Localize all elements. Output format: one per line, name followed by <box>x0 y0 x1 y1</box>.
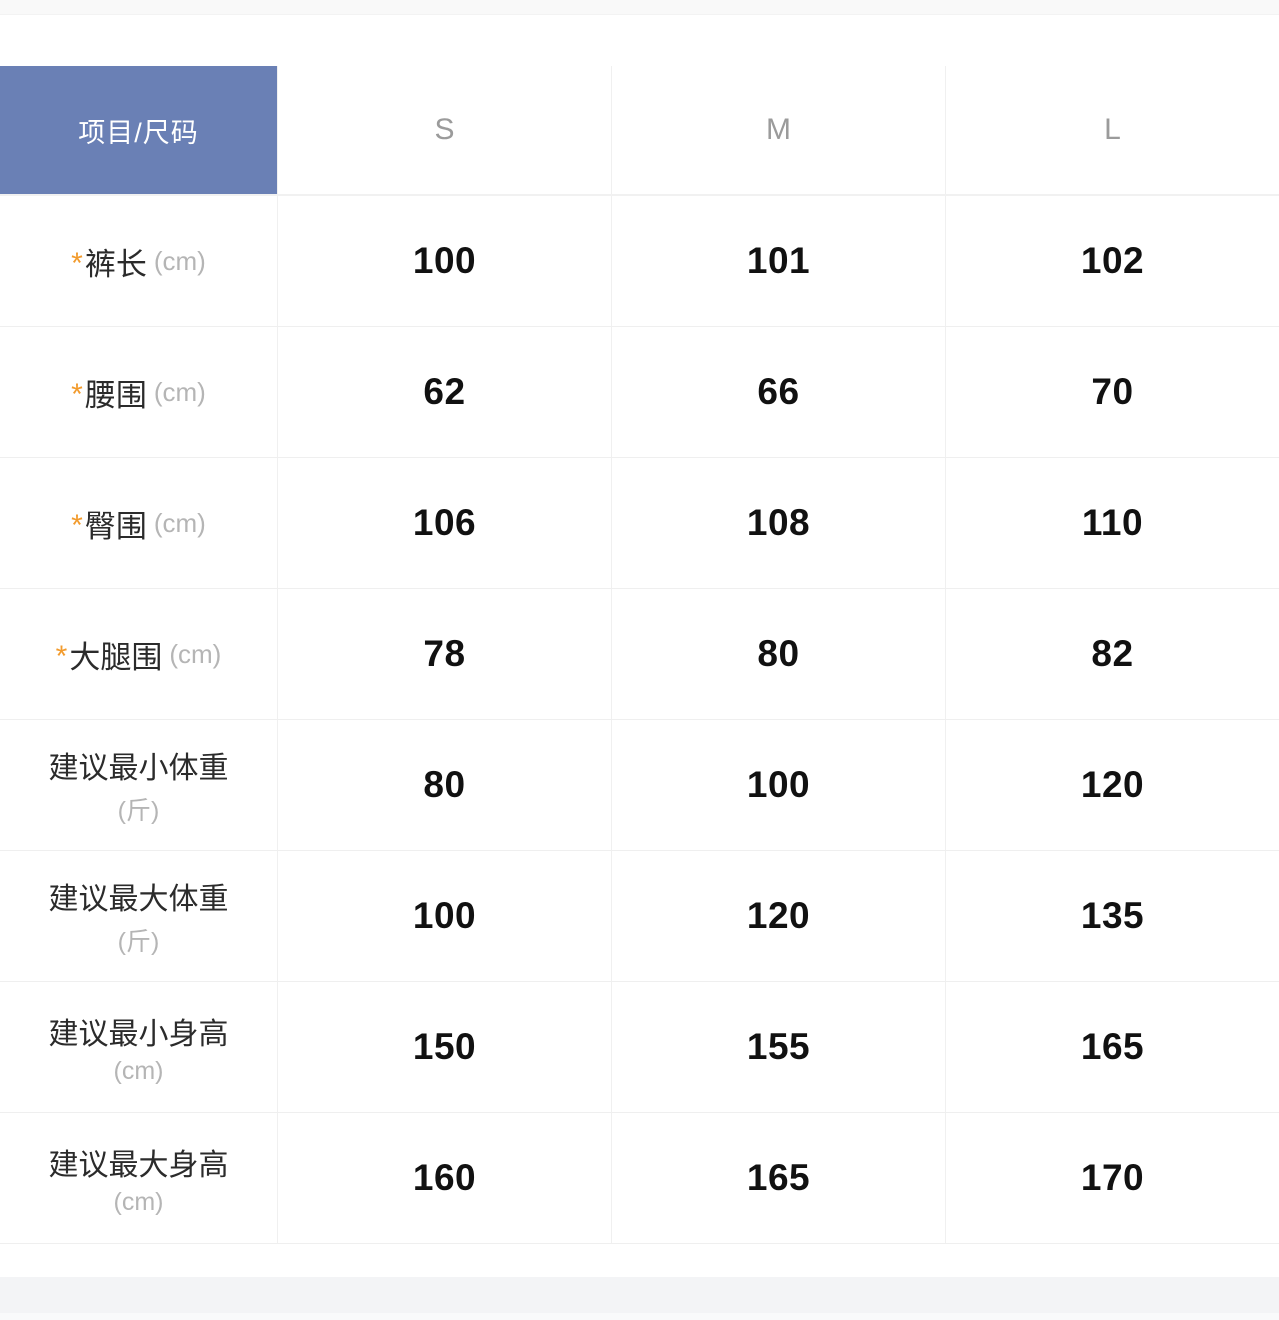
bottom-strip-fade <box>0 1313 1279 1320</box>
table-row: * 臀围 (cm) 106 108 110 <box>0 458 1279 589</box>
row-label-text: 裤长 <box>84 246 147 282</box>
row-label-text: 腰围 <box>84 377 147 413</box>
row-label-line: * 臀围 (cm) <box>71 501 206 546</box>
row-unit: (cm) <box>113 1056 164 1085</box>
row-label-line: * 腰围 (cm) <box>71 370 206 415</box>
row-label-text: 建议最小体重 <box>48 752 229 785</box>
row-label-line: * 大腿围 (cm) <box>56 632 222 677</box>
value-cell-m: 80 <box>611 589 945 719</box>
value-cell-m: 120 <box>611 851 945 981</box>
value-cell-l: 110 <box>945 458 1279 588</box>
value-cell-m: 108 <box>611 458 945 588</box>
value-cell-l: 82 <box>945 589 1279 719</box>
value-cell-m: 66 <box>611 327 945 457</box>
value-cell-l: 170 <box>945 1113 1279 1243</box>
value-cell-s: 62 <box>277 327 611 457</box>
row-label-text: 建议最大体重 <box>48 883 229 916</box>
table-row: * 腰围 (cm) 62 66 70 <box>0 327 1279 458</box>
value-cell-s: 160 <box>277 1113 611 1243</box>
row-label-text: 大腿围 <box>69 639 163 675</box>
value-cell-l: 102 <box>945 196 1279 326</box>
size-table: 项目/尺码 S M L * 裤长 (cm) 100 101 102 * 腰围 (… <box>0 66 1279 1244</box>
row-label-text: 臀围 <box>84 508 147 544</box>
row-unit: (cm) <box>153 245 206 276</box>
table-header-row: 项目/尺码 S M L <box>0 66 1279 196</box>
row-unit: (cm) <box>113 1187 164 1216</box>
value-cell-m: 101 <box>611 196 945 326</box>
bottom-strip <box>0 1277 1279 1313</box>
value-cell-s: 80 <box>277 720 611 850</box>
table-row: 建议最小身高 (cm) 150 155 165 <box>0 982 1279 1113</box>
row-unit: (cm) <box>153 376 206 407</box>
table-row: 建议最大身高 (cm) 160 165 170 <box>0 1113 1279 1244</box>
table-row: 建议最小体重 (斤) 80 100 120 <box>0 720 1279 851</box>
column-header-l: L <box>945 66 1279 194</box>
row-label-cell: * 裤长 (cm) <box>0 196 277 326</box>
row-unit: (斤) <box>117 928 160 956</box>
required-asterisk: * <box>55 640 68 673</box>
row-label-cell: * 大腿围 (cm) <box>0 589 277 719</box>
table-row: * 大腿围 (cm) 78 80 82 <box>0 589 1279 720</box>
row-label-cell: 建议最大身高 (cm) <box>0 1113 277 1243</box>
table-row: * 裤长 (cm) 100 101 102 <box>0 196 1279 327</box>
value-cell-l: 135 <box>945 851 1279 981</box>
value-cell-l: 70 <box>945 327 1279 457</box>
row-unit: (斤) <box>117 797 160 825</box>
required-asterisk: * <box>71 247 83 280</box>
value-cell-m: 100 <box>611 720 945 850</box>
value-cell-s: 78 <box>277 589 611 719</box>
value-cell-m: 155 <box>611 982 945 1112</box>
column-header-m: M <box>611 66 945 194</box>
required-asterisk: * <box>71 378 83 411</box>
value-cell-s: 100 <box>277 196 611 326</box>
row-label-text: 建议最大身高 <box>48 1148 229 1182</box>
row-label-cell: * 臀围 (cm) <box>0 458 277 588</box>
table-row: 建议最大体重 (斤) 100 120 135 <box>0 851 1279 982</box>
row-label-cell: 建议最小身高 (cm) <box>0 982 277 1112</box>
row-label-line: * 裤长 (cm) <box>71 239 206 284</box>
row-label-cell: 建议最大体重 (斤) <box>0 851 277 981</box>
row-unit: (cm) <box>153 507 206 538</box>
row-label-line: 建议最小体重 <box>49 743 229 787</box>
top-strip <box>0 0 1279 15</box>
row-label-line: 建议最大身高 <box>49 1140 229 1184</box>
value-cell-s: 106 <box>277 458 611 588</box>
table-body: * 裤长 (cm) 100 101 102 * 腰围 (cm) 62 66 70… <box>0 196 1279 1244</box>
column-header-s: S <box>277 66 611 194</box>
value-cell-l: 120 <box>945 720 1279 850</box>
row-label-line: 建议最小身高 <box>49 1009 229 1053</box>
row-label-cell: 建议最小体重 (斤) <box>0 720 277 850</box>
row-label-line: 建议最大体重 <box>49 874 229 918</box>
value-cell-l: 165 <box>945 982 1279 1112</box>
corner-header-cell: 项目/尺码 <box>0 66 277 194</box>
value-cell-s: 150 <box>277 982 611 1112</box>
value-cell-m: 165 <box>611 1113 945 1243</box>
row-label-cell: * 腰围 (cm) <box>0 327 277 457</box>
row-label-text: 建议最小身高 <box>48 1017 229 1051</box>
row-unit: (cm) <box>169 638 222 669</box>
required-asterisk: * <box>71 509 83 542</box>
value-cell-s: 100 <box>277 851 611 981</box>
